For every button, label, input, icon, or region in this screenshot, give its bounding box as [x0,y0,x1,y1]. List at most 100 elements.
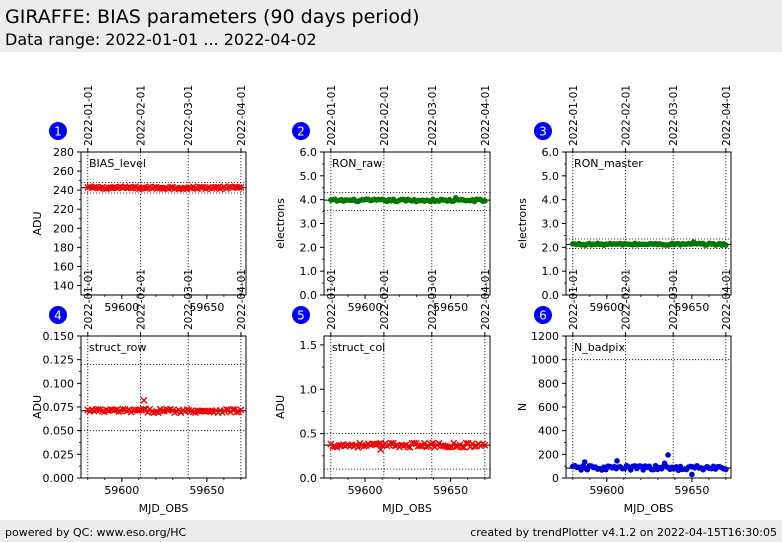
data-point [723,466,729,473]
y-tick-label: 800 [538,377,559,390]
x-tick-label: 59650 [433,484,468,497]
date-tick-label: 2022-01-01 [83,269,95,330]
y-tick-label: 3.0 [542,218,560,231]
data-point [229,406,237,414]
y-axis-label: N [516,403,529,411]
data-point [189,408,197,416]
y-tick-label: 280 [53,146,74,159]
data-point [423,443,431,451]
data-point [723,242,729,248]
panel-number-label: 3 [539,125,547,139]
date-tick-label: 2022-03-01 [183,85,195,146]
report-footer: powered by QC: www.eso.org/HC created by… [0,520,782,542]
data-point [140,396,148,404]
x-tick-label: 59650 [674,301,709,314]
x-tick-label: 59600 [104,301,139,314]
data-point [119,405,127,413]
date-tick-label: 2022-01-01 [83,85,95,146]
y-tick-label: 1.0 [300,265,318,278]
y-tick-label: 6.0 [542,146,560,159]
y-tick-label: 220 [53,203,74,216]
data-point [416,442,424,450]
data-point [183,406,191,413]
data-point [439,442,447,450]
y-tick-label: 140 [53,279,74,292]
data-point [237,184,245,192]
y-tick-label: 400 [538,425,559,438]
y-tick-label: 0.050 [43,425,75,438]
data-point [123,407,131,415]
chart-panel-1: 140 160 180 200 220 240 260 280 59600 59650 2022-0… [31,85,248,314]
data-point [158,407,166,415]
y-axis-label: ADU [31,395,44,419]
y-tick-label: 0.150 [43,330,75,343]
date-tick-label: 2022-02-01 [621,85,633,146]
x-tick-label: 59600 [348,301,383,314]
date-tick-label: 2022-03-01 [668,269,680,330]
panel-number-label: 5 [297,309,305,323]
y-tick-label: 240 [53,184,74,197]
y-tick-label: 6.0 [300,146,318,159]
date-tick-label: 2022-02-01 [379,269,391,330]
x-axis-label: MJD_OBS [624,502,674,515]
data-point [614,458,620,464]
panel-number-badge [534,306,552,324]
y-tick-label: 1.5 [300,339,318,352]
footer-created-by: created by trendPlotter v4.1.2 on 2022-0… [470,526,777,539]
data-point [375,440,383,448]
data-point [429,439,437,447]
x-tick-label: 59650 [189,484,224,497]
data-point [373,440,381,448]
x-tick-label: 59650 [189,301,224,314]
chart-panel-2: 0.0 1.0 2.0 3.0 4.0 5.0 6.0 59600 59650 2022-01-0… [274,85,492,314]
data-point [354,443,362,451]
panel-label: struct_col [332,341,385,354]
y-tick-label: 0.075 [43,401,75,414]
panel-number-label: 2 [297,125,305,139]
date-tick-label: 2022-04-01 [480,269,492,330]
data-point [690,239,697,245]
data-point [208,185,216,193]
y-axis-label: electrons [274,198,287,249]
data-point [115,408,123,416]
panel-number-badge [49,122,67,140]
data-point [387,439,395,447]
chart-panel-5: 0.0 0.5 1.0 1.5 59600 59650 2022-01-01 2022-02-… [274,269,492,515]
plot-frame [323,335,491,479]
y-tick-label: 5.0 [542,170,560,183]
plot-frame [565,151,732,296]
data-point [482,198,488,204]
y-tick-label: 4.0 [300,194,318,207]
data-point [665,452,671,458]
data-point [400,442,408,450]
data-point [222,405,230,413]
y-axis-label: ADU [31,211,44,235]
data-point [421,439,429,447]
y-tick-label: 180 [53,241,74,254]
y-tick-label: 0.0 [542,289,560,302]
chart-panel-4: 0.000 0.025 0.050 0.075 0.100 0.125 0.150 59600… [31,269,248,515]
date-tick-label: 2022-03-01 [427,85,439,146]
date-tick-label: 2022-03-01 [183,269,195,330]
y-tick-label: 0.125 [43,354,75,367]
panel-number-badge [49,306,67,324]
y-tick-label: 4.0 [542,194,560,207]
date-tick-label: 2022-02-01 [136,269,148,330]
data-range-subtitle: Data range: 2022-01-01 ... 2022-04-02 [5,30,317,49]
y-tick-label: 0.100 [43,377,75,390]
data-point [187,407,195,415]
date-tick-label: 2022-04-01 [721,85,733,146]
date-tick-label: 2022-03-01 [427,269,439,330]
data-point [661,460,668,467]
y-tick-label: 2.0 [542,241,560,254]
date-tick-label: 2022-04-01 [480,85,492,146]
plot-frame [80,151,247,296]
data-point [235,183,243,191]
panel-number-label: 6 [539,309,547,323]
x-tick-label: 59650 [674,484,709,497]
y-tick-label: 1200 [531,330,559,343]
date-tick-label: 2022-02-01 [621,269,633,330]
date-tick-label: 2022-02-01 [136,85,148,146]
y-axis-label: ADU [274,395,287,419]
